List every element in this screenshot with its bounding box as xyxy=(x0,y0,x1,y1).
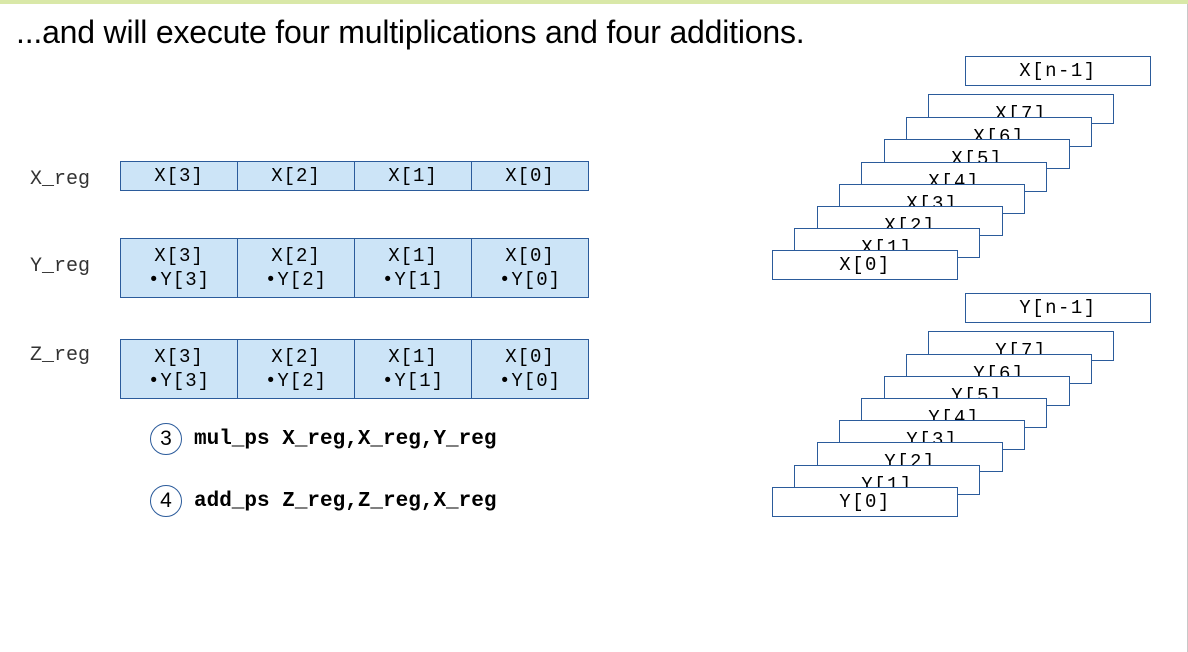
memory-label: X[n-1] xyxy=(1019,60,1097,82)
cell-line: X[0] xyxy=(505,346,555,368)
y-reg-cell-3: X[3] •Y[3] xyxy=(120,238,238,298)
x-reg-cell-1: X[1] xyxy=(354,161,472,191)
x-reg-cell-3: X[3] xyxy=(120,161,238,191)
y-reg-cell-1: X[1] •Y[1] xyxy=(354,238,472,298)
cell-line: X[1] xyxy=(388,165,438,187)
memory-label: Y[0] xyxy=(839,491,891,513)
cell-line: •Y[3] xyxy=(147,370,210,392)
cell-line: X[0] xyxy=(505,245,555,267)
cell-line: X[3] xyxy=(154,165,204,187)
y-reg-row: X[3] •Y[3] X[2] •Y[2] X[1] •Y[1] X[0] •Y[0] xyxy=(120,238,589,298)
memory-label: X[0] xyxy=(839,254,891,276)
cell-line: •Y[1] xyxy=(381,370,444,392)
cell-line: X[1] xyxy=(388,245,438,267)
y-reg-cell-0: X[0] •Y[0] xyxy=(471,238,589,298)
cell-line: •Y[2] xyxy=(264,269,327,291)
z-reg-cell-2: X[2] •Y[2] xyxy=(237,339,355,399)
x-memory-box: X[0] xyxy=(772,250,958,280)
cell-line: X[0] xyxy=(505,165,555,187)
y-reg-label: Y_reg xyxy=(30,255,91,278)
memory-label: Y[n-1] xyxy=(1019,297,1097,319)
y-reg-cell-2: X[2] •Y[2] xyxy=(237,238,355,298)
step-number-badge: 3 xyxy=(150,423,182,455)
cell-line: X[2] xyxy=(271,165,321,187)
cell-line: X[3] xyxy=(154,346,204,368)
x-reg-row: X[3] X[2] X[1] X[0] xyxy=(120,161,589,191)
z-reg-cell-3: X[3] •Y[3] xyxy=(120,339,238,399)
z-reg-cell-1: X[1] •Y[1] xyxy=(354,339,472,399)
slide-title: ...and will execute four multiplications… xyxy=(16,14,805,50)
cell-line: •Y[0] xyxy=(498,370,561,392)
step-mul: 3 mul_ps X_reg,X_reg,Y_reg xyxy=(150,423,496,455)
cell-line: X[1] xyxy=(388,346,438,368)
slide-top-stripe xyxy=(0,0,1188,4)
cell-line: X[3] xyxy=(154,245,204,267)
cell-line: X[2] xyxy=(271,245,321,267)
cell-line: •Y[0] xyxy=(498,269,561,291)
cell-line: •Y[1] xyxy=(381,269,444,291)
y-memory-top-box: Y[n-1] xyxy=(965,293,1151,323)
instruction-code: mul_ps X_reg,X_reg,Y_reg xyxy=(194,427,497,451)
x-reg-label: X_reg xyxy=(30,168,91,191)
z-reg-label: Z_reg xyxy=(30,344,91,367)
cell-line: X[2] xyxy=(271,346,321,368)
x-reg-cell-2: X[2] xyxy=(237,161,355,191)
z-reg-row: X[3] •Y[3] X[2] •Y[2] X[1] •Y[1] X[0] •Y[0] xyxy=(120,339,589,399)
x-memory-top-box: X[n-1] xyxy=(965,56,1151,86)
instruction-code: add_ps Z_reg,Z_reg,X_reg xyxy=(194,489,497,513)
step-number-badge: 4 xyxy=(150,485,182,517)
x-reg-cell-0: X[0] xyxy=(471,161,589,191)
cell-line: •Y[2] xyxy=(264,370,327,392)
y-memory-box: Y[0] xyxy=(772,487,958,517)
z-reg-cell-0: X[0] •Y[0] xyxy=(471,339,589,399)
step-add: 4 add_ps Z_reg,Z_reg,X_reg xyxy=(150,485,496,517)
cell-line: •Y[3] xyxy=(147,269,210,291)
